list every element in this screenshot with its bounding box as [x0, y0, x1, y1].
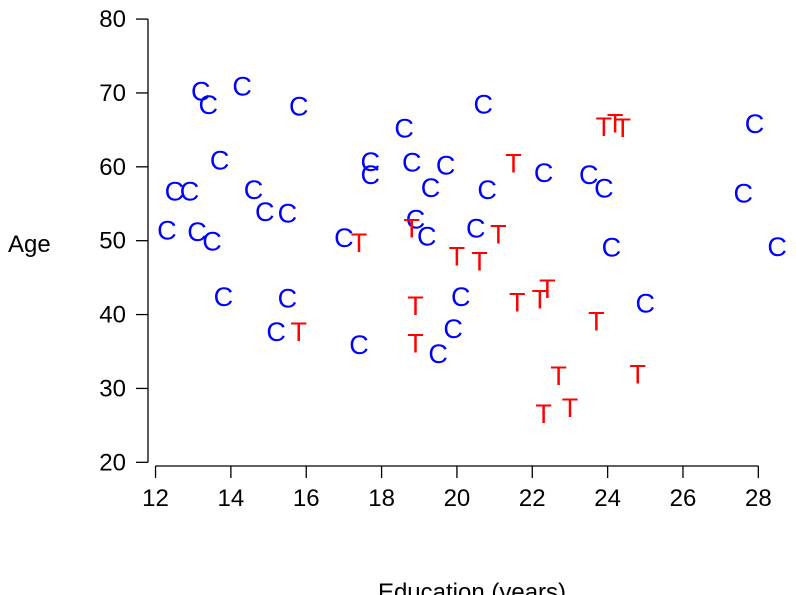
- data-point-t: T: [614, 113, 631, 143]
- data-point-c: C: [417, 222, 437, 252]
- data-point-t: T: [509, 287, 526, 317]
- data-point-c: C: [361, 160, 381, 190]
- data-point-t: T: [471, 247, 488, 277]
- data-point-c: C: [477, 175, 497, 205]
- data-point-c: C: [278, 199, 298, 229]
- data-point-c: C: [349, 330, 369, 360]
- data-point-c: C: [534, 158, 554, 188]
- data-point-c: C: [244, 175, 264, 205]
- data-point-t: T: [588, 306, 605, 336]
- y-axis-title: Age: [8, 231, 51, 258]
- data-point-c: C: [594, 174, 614, 204]
- data-point-c: C: [636, 289, 656, 319]
- data-point-c: C: [443, 314, 463, 344]
- data-point-c: C: [255, 197, 275, 227]
- data-point-t: T: [290, 317, 307, 347]
- data-point-c: C: [289, 92, 309, 122]
- y-tick-label: 30: [99, 375, 126, 402]
- data-point-t: T: [403, 213, 420, 243]
- data-point-t: T: [596, 112, 613, 142]
- data-point-t: T: [630, 360, 647, 390]
- data-point-c: C: [210, 145, 230, 175]
- data-point-c: C: [421, 173, 441, 203]
- y-tick-label: 50: [99, 228, 126, 255]
- data-point-c: C: [232, 72, 252, 102]
- data-point-t: T: [535, 399, 552, 429]
- y-tick-label: 40: [99, 302, 126, 329]
- data-point-t: T: [539, 274, 556, 304]
- data-point-c: C: [214, 282, 234, 312]
- x-axis-title: Education (years): [378, 579, 566, 595]
- y-tick-label: 80: [99, 6, 126, 33]
- data-point-c: C: [474, 89, 494, 119]
- data-point-c: C: [157, 216, 177, 246]
- data-point-t: T: [505, 148, 522, 178]
- data-point-c: C: [466, 213, 486, 243]
- data-point-c: C: [451, 282, 471, 312]
- data-point-c: C: [202, 227, 222, 257]
- x-tick-label: 16: [293, 485, 320, 512]
- data-point-c: C: [199, 90, 219, 120]
- data-point-c: C: [602, 233, 622, 263]
- axes: 20 30 40 50 60 70 80 12 14 16 18 20 22 24 26 28: [99, 6, 772, 512]
- x-tick-label: 28: [745, 485, 772, 512]
- x-tick-label: 14: [218, 485, 245, 512]
- data-point-t: T: [490, 219, 507, 249]
- data-point-c: C: [180, 176, 200, 206]
- x-tick-label: 22: [519, 485, 546, 512]
- y-tick-label: 70: [99, 80, 126, 107]
- data-point-t: T: [562, 393, 579, 423]
- data-point-c: C: [402, 148, 422, 178]
- data-point-t: T: [407, 291, 424, 321]
- data-point-c: C: [191, 77, 211, 107]
- data-point-c: C: [428, 339, 448, 369]
- data-point-c: C: [334, 223, 354, 253]
- data-point-c: C: [361, 147, 381, 177]
- data-point-t: T: [532, 284, 549, 314]
- data-point-c: C: [165, 176, 185, 206]
- y-tick-label: 60: [99, 154, 126, 181]
- x-tick-label: 20: [444, 485, 471, 512]
- data-point-c: C: [187, 217, 207, 247]
- data-point-t: T: [550, 361, 567, 391]
- data-point-c: C: [278, 284, 298, 314]
- x-tick-label: 24: [594, 485, 621, 512]
- data-point-t: T: [449, 241, 466, 271]
- x-tick-label: 26: [670, 485, 697, 512]
- data-point-c: C: [734, 179, 754, 209]
- x-tick-label: 18: [368, 485, 395, 512]
- data-point-c: C: [406, 205, 426, 235]
- data-point-c: C: [266, 317, 286, 347]
- data-point-t: T: [407, 329, 424, 359]
- data-point-t: T: [607, 109, 624, 139]
- x-tick-label: 12: [142, 485, 169, 512]
- data-point-c: C: [579, 160, 599, 190]
- data-point-c: C: [394, 114, 414, 144]
- data-point-t: T: [351, 228, 368, 258]
- data-point-c: C: [436, 151, 456, 181]
- data-point-c: C: [767, 232, 787, 262]
- data-point-c: C: [745, 109, 765, 139]
- y-tick-label: 20: [99, 449, 126, 476]
